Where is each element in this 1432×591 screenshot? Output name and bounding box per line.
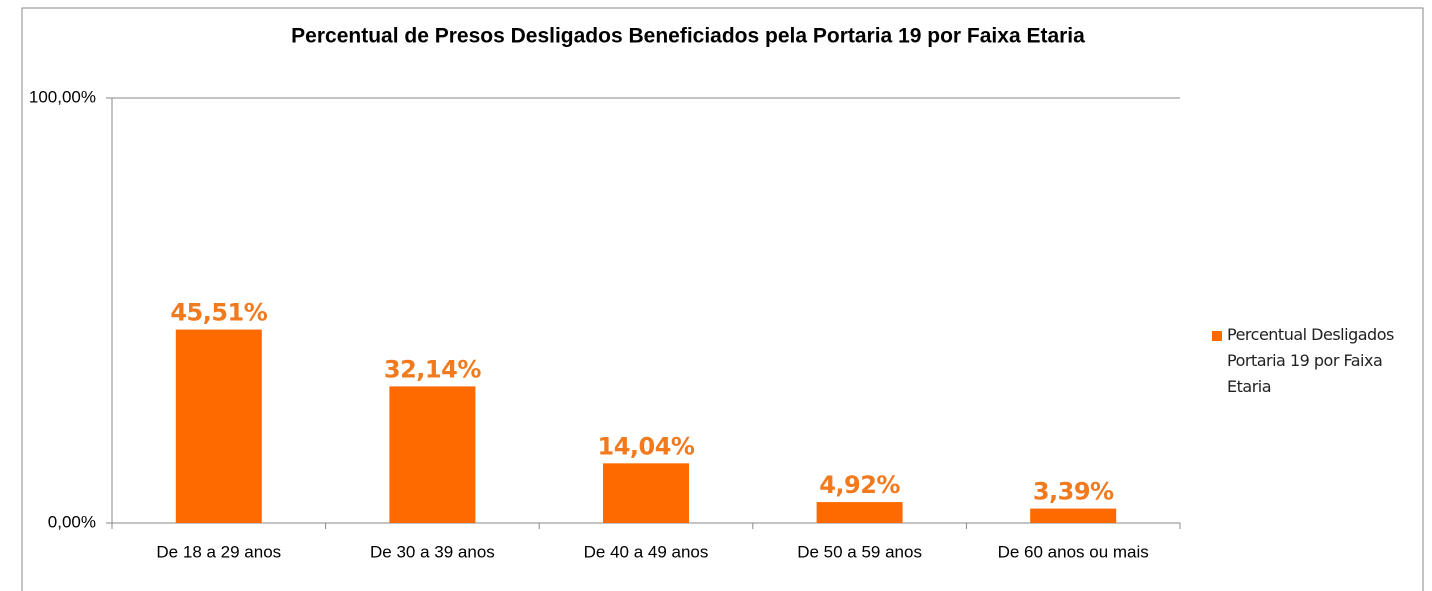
- data-label: 14,04%: [598, 432, 695, 460]
- data-label: 3,39%: [1033, 478, 1114, 506]
- data-label: 45,51%: [170, 299, 267, 327]
- bar: [816, 502, 903, 523]
- x-tick-label: De 50 a 59 anos: [797, 542, 922, 561]
- data-label: 32,14%: [384, 355, 481, 383]
- legend-label: Percentual Desligados Portaria 19 por Fa…: [1227, 325, 1394, 396]
- y-tick-label: 0,00%: [48, 512, 96, 531]
- bar: [175, 329, 262, 523]
- x-tick-label: De 60 anos ou mais: [998, 542, 1149, 561]
- legend-swatch: [1212, 331, 1222, 341]
- chart-title: Percentual de Presos Desligados Benefici…: [291, 25, 1085, 48]
- bar: [389, 386, 476, 523]
- x-tick-label: De 30 a 39 anos: [370, 542, 495, 561]
- x-tick-label: De 40 a 49 anos: [584, 542, 709, 561]
- x-tick-label: De 18 a 29 anos: [156, 542, 281, 561]
- bar: [603, 463, 689, 523]
- y-tick-label: 100,00%: [29, 87, 96, 106]
- bar: [1030, 508, 1117, 523]
- data-label: 4,92%: [819, 471, 900, 499]
